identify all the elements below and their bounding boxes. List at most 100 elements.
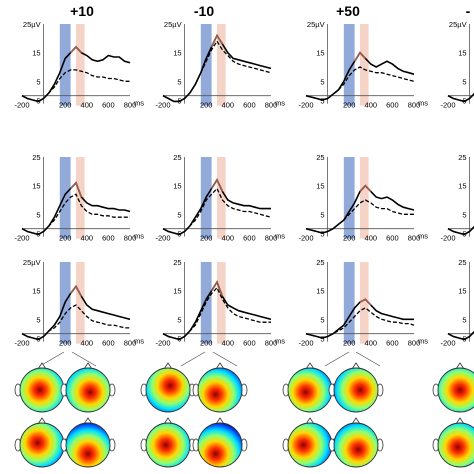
y-tick-label: 25µV	[23, 258, 41, 267]
time-window-band	[200, 24, 212, 106]
x-tick-label: 800	[265, 101, 278, 110]
time-window-band	[343, 262, 355, 344]
erp-dashed-line	[21, 193, 130, 236]
head-nose	[305, 362, 315, 370]
scalp-map	[65, 367, 111, 413]
x-tick-label: 800	[124, 234, 137, 243]
x-tick-label: -200	[298, 234, 313, 243]
x-tick-label: -200	[14, 234, 29, 243]
scalp-map	[437, 422, 474, 468]
x-tick-label: 200	[200, 339, 213, 348]
y-tick-label: 15	[32, 182, 40, 191]
x-unit-label: ms	[134, 99, 144, 108]
column-title: -10	[194, 3, 214, 19]
erp-dashed-line	[447, 225, 474, 236]
x-tick-label: 400	[81, 234, 94, 243]
erp-peak-segment	[353, 51, 366, 62]
erp-dashed-line	[162, 286, 271, 341]
x-tick-label: 200	[343, 339, 356, 348]
x-unit-label: ms	[418, 99, 428, 108]
connector-line	[180, 351, 206, 367]
y-tick-label: 5	[177, 77, 181, 86]
y-tick-label: 25	[458, 258, 466, 267]
erp-solid-line	[447, 225, 474, 236]
topo-head	[192, 417, 248, 468]
x-tick-label: 200	[59, 101, 72, 110]
topo-head	[432, 417, 474, 468]
y-tick-label: 25	[173, 153, 181, 162]
head-nose	[215, 417, 225, 425]
scalp-map	[287, 367, 333, 413]
y-tick-label: 5	[320, 315, 324, 324]
x-tick-label: 400	[365, 234, 378, 243]
connector-line	[355, 351, 381, 367]
topo-head	[140, 417, 196, 468]
time-window-band	[217, 157, 226, 239]
y-tick-label: 25	[316, 153, 324, 162]
scalp-map	[287, 422, 333, 468]
x-tick-label: 400	[365, 101, 378, 110]
erp-dashed-line	[162, 39, 272, 103]
x-unit-label: ms	[134, 337, 144, 346]
y-tick-label: 15	[173, 287, 181, 296]
scalp-map	[333, 422, 379, 468]
x-tick-label: 800	[265, 339, 278, 348]
y-tick-label: 5	[320, 335, 324, 344]
x-tick-label: -200	[298, 101, 313, 110]
x-unit-label: ms	[418, 232, 428, 241]
erp-solid-line	[447, 330, 474, 341]
head-nose	[455, 417, 465, 425]
x-tick-label: 600	[386, 339, 399, 348]
time-window-band	[360, 157, 369, 239]
x-tick-label: 600	[243, 339, 256, 348]
scalp-map	[19, 367, 65, 413]
x-unit-label: ms	[134, 232, 144, 241]
time-window-band	[76, 262, 85, 344]
scalp-map	[145, 367, 191, 413]
erp-dashed-line	[447, 330, 474, 341]
head-nose	[37, 417, 47, 425]
topo-head	[60, 417, 116, 468]
x-unit-label: ms	[275, 99, 285, 108]
erp-dashed-line	[447, 92, 474, 103]
scalp-map	[19, 422, 65, 468]
y-tick-label: 5	[36, 77, 40, 86]
erp-peak-segment	[70, 45, 82, 54]
x-tick-label: -200	[155, 101, 170, 110]
topo-head	[328, 362, 384, 413]
y-tick-label: 5	[177, 210, 181, 219]
erp-peak-segment	[69, 284, 83, 297]
y-tick-label: 5	[462, 315, 466, 324]
y-tick-label: 25	[32, 153, 40, 162]
x-tick-label: 600	[386, 101, 399, 110]
y-tick-label: 25µV	[307, 20, 325, 29]
topo-head	[432, 362, 474, 413]
x-tick-label: 800	[265, 234, 278, 243]
y-tick-label: 5	[320, 97, 324, 106]
topo-head	[192, 362, 248, 413]
time-window-band	[59, 24, 71, 106]
y-tick-label: 25µV	[23, 20, 41, 29]
topo-head	[140, 362, 196, 413]
y-tick-label: 15	[316, 287, 324, 296]
x-tick-label: 400	[222, 101, 235, 110]
y-tick-label: 5	[36, 315, 40, 324]
x-tick-label: -200	[155, 339, 170, 348]
y-tick-label: 15	[458, 49, 466, 58]
scalp-map	[437, 367, 474, 413]
erp-dashed-line	[21, 304, 130, 341]
x-tick-label: 200	[200, 234, 213, 243]
y-tick-label: 25	[316, 258, 324, 267]
head-nose	[455, 362, 465, 370]
x-tick-label: 600	[243, 234, 256, 243]
time-window-band	[360, 24, 369, 106]
scalp-map	[333, 367, 379, 413]
y-tick-label: 15	[458, 287, 466, 296]
